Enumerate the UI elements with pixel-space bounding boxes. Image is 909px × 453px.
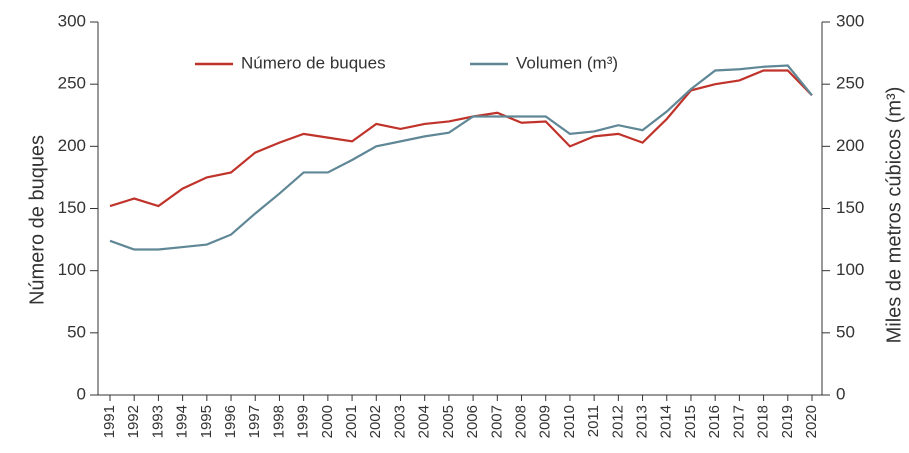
x-tick-label: 2014 (658, 405, 675, 438)
y-tick-label: 150 (58, 198, 86, 217)
x-tick-label: 2013 (634, 405, 651, 438)
y2-tick-label: 200 (836, 136, 864, 155)
y2-tick-label: 50 (836, 322, 855, 341)
series-line (109, 69, 813, 208)
x-tick-label: 2008 (512, 405, 529, 438)
y-tick-label: 200 (58, 136, 86, 155)
y2-tick-label: 250 (836, 74, 864, 93)
legend-label: Volumen (m³) (516, 53, 618, 72)
x-tick-label: 2018 (755, 405, 772, 438)
x-tick-label: 2005 (440, 405, 457, 438)
x-tick-label: 2003 (391, 405, 408, 438)
legend-label: Número de buques (241, 53, 386, 72)
x-tick-label: 2001 (343, 405, 360, 438)
y2-tick-label: 0 (836, 384, 845, 403)
y-tick-label: 300 (58, 11, 86, 30)
x-tick-label: 2012 (609, 405, 626, 438)
y2-axis-label: Miles de metros cúbicos (m³) (883, 87, 905, 344)
y-tick-label: 50 (67, 322, 86, 341)
y-axis-label: Número de buques (26, 135, 48, 305)
x-tick-label: 2019 (779, 405, 796, 438)
x-tick-label: 2000 (319, 405, 336, 438)
x-tick-label: 1996 (222, 405, 239, 438)
x-tick-label: 2007 (488, 405, 505, 438)
x-tick-label: 1993 (149, 405, 166, 438)
y-tick-label: 0 (77, 384, 86, 403)
x-tick-label: 1994 (174, 405, 191, 438)
x-tick-label: 2004 (416, 405, 433, 438)
x-tick-label: 2006 (464, 405, 481, 438)
y2-tick-label: 300 (836, 11, 864, 30)
x-tick-label: 1992 (125, 405, 142, 438)
x-tick-label: 2002 (367, 405, 384, 438)
series-line (109, 64, 813, 251)
x-tick-label: 2011 (585, 405, 602, 437)
x-tick-label: 1991 (101, 405, 118, 438)
x-tick-label: 2015 (682, 405, 699, 438)
x-tick-label: 2020 (803, 405, 820, 438)
x-tick-label: 2009 (537, 405, 554, 438)
x-tick-label: 2010 (561, 405, 578, 438)
x-tick-label: 2017 (730, 405, 747, 438)
y2-tick-label: 100 (836, 260, 864, 279)
x-tick-label: 1995 (198, 405, 215, 438)
x-tick-label: 2016 (706, 405, 723, 438)
x-tick-label: 1998 (270, 405, 287, 438)
y-tick-label: 250 (58, 74, 86, 93)
x-tick-label: 1999 (295, 405, 312, 438)
y-tick-label: 100 (58, 260, 86, 279)
x-tick-label: 1997 (246, 405, 263, 438)
y2-tick-label: 150 (836, 198, 864, 217)
